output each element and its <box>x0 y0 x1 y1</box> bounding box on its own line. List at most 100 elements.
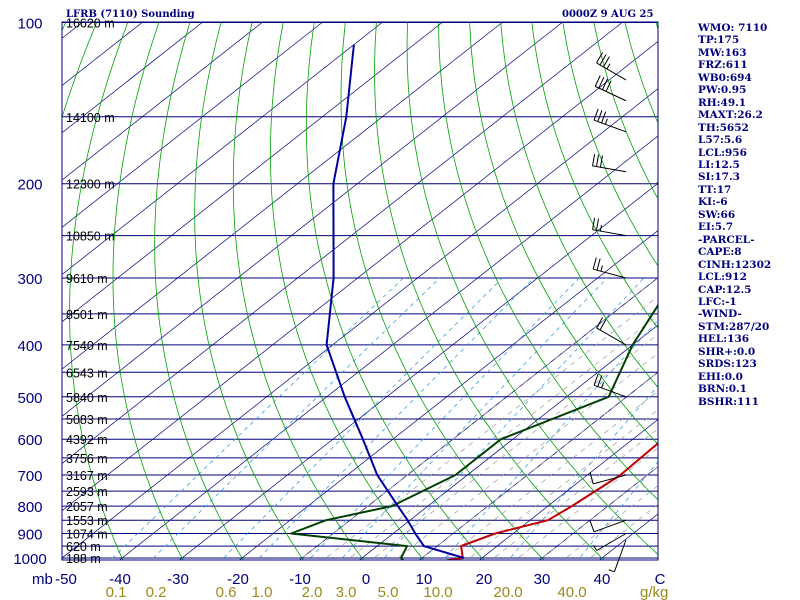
pressure-tick-label: 100 <box>17 16 42 33</box>
temperature-tick-label: -20 <box>227 571 249 588</box>
wind-barb <box>596 52 627 81</box>
index-item: EHI:0.0 <box>698 370 743 383</box>
dry-adiabat <box>438 22 658 501</box>
moist-adiabat <box>370 333 658 560</box>
mixing-ratio-line <box>109 277 404 560</box>
temperature-profile <box>442 442 658 560</box>
pressure-tick-label: 500 <box>17 390 42 407</box>
index-item: LFC:-1 <box>698 295 737 308</box>
index-item: MW:163 <box>698 46 747 59</box>
height-label: 9610 m <box>66 272 108 286</box>
index-item: RH:49.1 <box>698 96 747 109</box>
index-item: SRDS:123 <box>698 358 757 371</box>
isotherm--110 <box>62 22 383 275</box>
isotherm-30 <box>538 466 658 560</box>
height-label: 14100 m <box>66 111 115 125</box>
wind-barb <box>589 519 627 533</box>
plot-frame <box>61 21 659 561</box>
mixing-ratio-line <box>150 277 441 560</box>
mixing-ratio-line <box>339 277 608 560</box>
index-item: HEL:136 <box>698 333 750 346</box>
height-label: 5840 m <box>66 391 108 405</box>
wind-barb <box>592 217 627 237</box>
isotherm--50 <box>62 88 658 559</box>
mixing-ratio-tick-label: 0.6 <box>216 584 237 600</box>
time-label: 0000Z 9 AUG 25 <box>562 9 654 20</box>
parcel-profile <box>325 44 465 559</box>
isotherm--40 <box>118 135 658 560</box>
height-label: 620 m <box>66 540 101 554</box>
dry-adiabat <box>194 22 304 560</box>
temperature-tick-label: C <box>655 571 666 588</box>
pressure-tick-label: 700 <box>17 468 42 485</box>
isotherm--60 <box>62 41 658 512</box>
height-label: 4392 m <box>66 433 108 447</box>
wind-barb <box>593 373 627 398</box>
temperature-tick-label: 40 <box>594 571 611 588</box>
moist-adiabat <box>514 447 658 560</box>
index-item: PW:0.95 <box>698 84 747 97</box>
dry-adiabat <box>69 22 129 560</box>
isotherm-20 <box>478 418 658 560</box>
isotherm--70 <box>62 22 623 464</box>
height-label: 1553 m <box>66 514 108 528</box>
pressure-tick-label: 900 <box>17 526 42 543</box>
isotherm--20 <box>238 229 658 560</box>
index-item: SHR+:0.0 <box>698 345 756 358</box>
height-label: 2593 m <box>66 485 108 499</box>
index-item: -WIND- <box>698 308 742 321</box>
dry-adiabat <box>270 22 425 560</box>
mixing-ratio-tick-label: 0.2 <box>146 584 167 600</box>
isotherm--100 <box>62 22 443 323</box>
moist-adiabat <box>538 466 658 560</box>
wind-barb <box>608 539 627 573</box>
isotherm--120 <box>62 22 323 228</box>
index-item: CAP:12.5 <box>698 283 752 296</box>
dewpoint-profile <box>290 180 658 560</box>
height-label: 7540 m <box>66 339 108 353</box>
wind-barb <box>596 317 627 346</box>
index-item: CAPE:8 <box>698 246 742 259</box>
index-item: FRZ:611 <box>698 59 748 72</box>
index-item: LI:12.5 <box>698 158 740 171</box>
height-label: 5083 m <box>66 413 108 427</box>
isotherm--90 <box>62 22 503 370</box>
dry-adiabat <box>232 22 364 560</box>
index-item: BRN:0.1 <box>698 383 747 396</box>
temperature-tick-label: 0 <box>362 571 370 588</box>
dry-adiabat <box>62 22 66 32</box>
temperature-tick-label: 30 <box>534 571 551 588</box>
mixing-ratio-tick-label: 0.1 <box>106 584 127 600</box>
pressure-tick-label: 600 <box>17 432 42 449</box>
pressure-tick-label: 200 <box>17 177 42 194</box>
height-label: 8501 m <box>66 308 108 322</box>
pressure-tick-label: 300 <box>17 271 42 288</box>
dry-adiabat <box>0 23 35 570</box>
temperature-tick-label: -50 <box>55 571 77 588</box>
dry-adiabat <box>305 22 485 560</box>
height-label: 16620 m <box>66 17 115 31</box>
height-label: 3756 m <box>66 452 108 466</box>
mixing-ratio-tick-label: 10.0 <box>423 584 452 600</box>
temperature-tick-label: -40 <box>109 571 131 588</box>
mixing-ratio-tick-label: 20.0 <box>493 584 522 600</box>
index-item: EI:5.7 <box>698 221 734 234</box>
dry-adiabat <box>562 22 658 267</box>
index-item: SI:17.3 <box>698 171 740 184</box>
dry-adiabat <box>469 22 658 445</box>
dry-adiabat <box>112 22 184 560</box>
isotherm--130 <box>62 22 263 181</box>
dry-adiabat <box>154 22 244 560</box>
moist-adiabat <box>418 371 658 560</box>
wind-barb <box>589 472 627 485</box>
moist-adiabat <box>394 352 658 560</box>
moist-adiabat <box>490 428 658 560</box>
index-item: MAXT:26.2 <box>698 109 763 122</box>
dry-adiabat <box>340 22 545 560</box>
height-label: 10850 m <box>66 230 115 244</box>
temperature-tick-label: -30 <box>167 571 189 588</box>
dry-adiabat <box>500 22 658 388</box>
indices-panel: WMO: 7110 TP:175 MW:163 FRZ:611 WB0:694 PW:0.… <box>698 22 798 408</box>
height-label: 2057 m <box>66 500 108 514</box>
